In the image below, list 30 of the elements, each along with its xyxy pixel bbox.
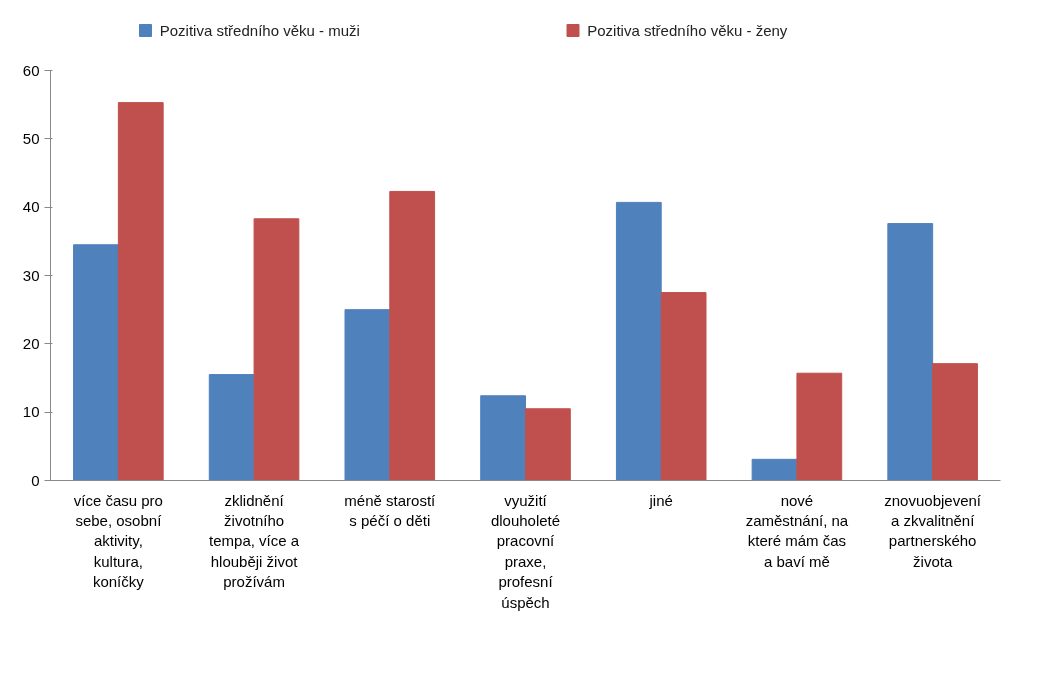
bar <box>389 190 436 481</box>
bar <box>932 363 978 481</box>
x-tick-label: zklidnění životního tempa, více a hlouběji život prožívám <box>209 491 300 591</box>
x-tick-label: nové zaměstnání, na které mám čas a baví mě <box>745 491 849 570</box>
y-tick-label: 60 <box>22 61 40 79</box>
x-tick-label: znovuobjevení a zkvalitnění partnerského života <box>884 491 982 570</box>
y-tick-label: 30 <box>22 266 40 284</box>
bar <box>117 102 164 481</box>
bar <box>208 374 255 481</box>
bar <box>796 372 843 481</box>
x-tick-label: více času pro sebe, osobní aktivity, kultura, koníčky <box>73 491 163 591</box>
y-tick-label: 50 <box>22 129 40 147</box>
y-tick-label: 10 <box>22 403 40 421</box>
bar <box>887 223 934 481</box>
y-tick-label: 0 <box>31 471 40 489</box>
bar <box>751 458 798 481</box>
legend-label: Pozitiva středního věku - muži <box>159 22 360 39</box>
bar <box>73 244 119 481</box>
x-tick-label: méně starostí s péčí o děti <box>344 491 437 529</box>
bar <box>525 408 571 481</box>
bar <box>344 309 391 481</box>
legend-label: Pozitiva středního věku - ženy <box>587 22 788 39</box>
bar <box>615 201 662 481</box>
bar <box>253 218 300 481</box>
bar <box>660 292 707 481</box>
x-tick-label: využití dlouholeté pracovní praxe, profesní úspěch <box>490 491 561 611</box>
x-tick-label: jiné <box>648 491 673 509</box>
bar <box>480 395 526 481</box>
y-tick-label: 40 <box>22 198 40 216</box>
y-tick-label: 20 <box>22 334 40 352</box>
